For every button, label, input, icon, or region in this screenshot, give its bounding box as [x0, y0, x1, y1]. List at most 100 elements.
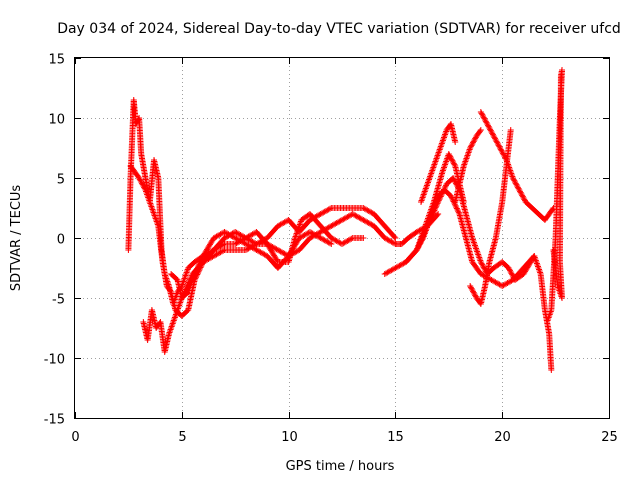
data-point-marker [509, 175, 516, 181]
data-point-marker [519, 193, 526, 200]
data-point-marker [195, 262, 202, 269]
data-point-marker [328, 241, 335, 247]
data-point-marker [138, 180, 145, 187]
data-point-marker [476, 128, 483, 135]
plot-frame [74, 57, 610, 419]
data-point-marker [512, 179, 519, 185]
chart-title: Day 034 of 2024, Sidereal Day-to-day VTE… [57, 21, 621, 37]
data-point-marker [531, 253, 538, 259]
data-point-marker [530, 254, 537, 261]
data-point-marker [136, 176, 143, 183]
data-point-marker [468, 285, 475, 292]
series-track-l [544, 67, 566, 325]
data-point-marker [481, 265, 488, 272]
data-point-marker [514, 184, 521, 191]
data-point-marker [198, 255, 205, 262]
data-point-marker [167, 287, 174, 294]
data-point-marker [360, 235, 367, 241]
data-point-marker [470, 139, 477, 146]
x-tick-label: 20 [494, 430, 511, 445]
data-point-marker [437, 193, 444, 200]
data-point-marker [488, 129, 495, 135]
data-point-marker [478, 110, 485, 117]
data-point-marker [448, 156, 455, 163]
data-point-marker [507, 267, 514, 274]
data-point-marker [512, 180, 519, 187]
data-point-marker [469, 141, 476, 147]
data-point-marker [470, 289, 477, 296]
data-point-marker [199, 254, 206, 261]
data-point-marker [326, 205, 333, 212]
data-point-marker [479, 263, 486, 269]
data-point-marker [194, 264, 201, 271]
data-point-marker [493, 138, 500, 145]
data-point-marker [196, 259, 203, 266]
data-point-marker [482, 118, 489, 125]
data-point-marker [435, 211, 442, 217]
data-point-marker [509, 273, 516, 279]
data-point-marker [487, 126, 494, 133]
data-point-marker [490, 133, 497, 139]
data-point-marker [496, 143, 503, 150]
data-point-marker [492, 137, 499, 143]
data-point-marker [517, 189, 524, 196]
data-point-marker [452, 139, 459, 145]
data-point-marker [483, 119, 490, 126]
data-point-marker [439, 190, 446, 197]
series-track-i [418, 121, 459, 205]
data-point-marker [450, 159, 457, 165]
data-point-marker [445, 151, 452, 157]
data-point-marker [467, 143, 474, 150]
data-point-marker [455, 209, 462, 216]
data-point-marker [497, 146, 504, 153]
data-point-marker [472, 135, 479, 142]
series-track-d [168, 229, 335, 301]
y-tick-label: -10 [44, 353, 65, 368]
data-point-marker [469, 287, 476, 293]
data-point-marker [454, 206, 461, 213]
data-point-marker [139, 181, 146, 188]
data-point-marker [481, 115, 488, 122]
data-point-marker [450, 160, 457, 167]
data-point-marker [477, 259, 484, 265]
data-point-marker [455, 208, 462, 215]
data-point-marker [509, 271, 516, 278]
y-tick-label: -15 [44, 413, 65, 428]
data-point-marker [500, 151, 507, 158]
data-point-marker [453, 205, 460, 212]
x-tick-label: 15 [387, 430, 404, 445]
data-point-marker [193, 266, 200, 273]
data-point-marker [480, 264, 487, 271]
data-point-marker [518, 191, 525, 197]
data-point-marker [495, 142, 502, 149]
data-point-marker [508, 270, 515, 277]
y-tick-label: 15 [48, 53, 65, 68]
y-tick-label: 10 [48, 113, 65, 128]
data-point-marker [192, 268, 199, 275]
x-tick-label: 10 [281, 430, 298, 445]
data-point-marker [136, 175, 143, 181]
data-point-marker [471, 291, 478, 297]
data-point-marker [467, 283, 474, 289]
data-point-marker [442, 183, 449, 190]
data-point-marker [453, 204, 460, 211]
y-tick-label: -5 [52, 293, 65, 308]
data-point-marker [479, 261, 486, 268]
data-point-marker [447, 193, 454, 199]
data-point-marker [451, 161, 458, 168]
data-point-marker [447, 155, 454, 161]
data-point-marker [484, 122, 491, 129]
data-point-marker [479, 111, 486, 118]
data-point-marker [470, 138, 477, 145]
y-tick-label: 5 [57, 173, 65, 188]
x-axis-label: GPS time / hours [286, 459, 395, 474]
data-point-marker [498, 147, 505, 154]
data-point-marker [485, 123, 492, 130]
data-point-marker [467, 284, 474, 291]
data-point-marker [507, 269, 514, 275]
data-point-marker [472, 292, 479, 299]
series-track-c [140, 205, 399, 355]
data-point-marker [391, 240, 398, 247]
data-point-marker [487, 127, 494, 134]
data-point-marker [439, 189, 446, 196]
